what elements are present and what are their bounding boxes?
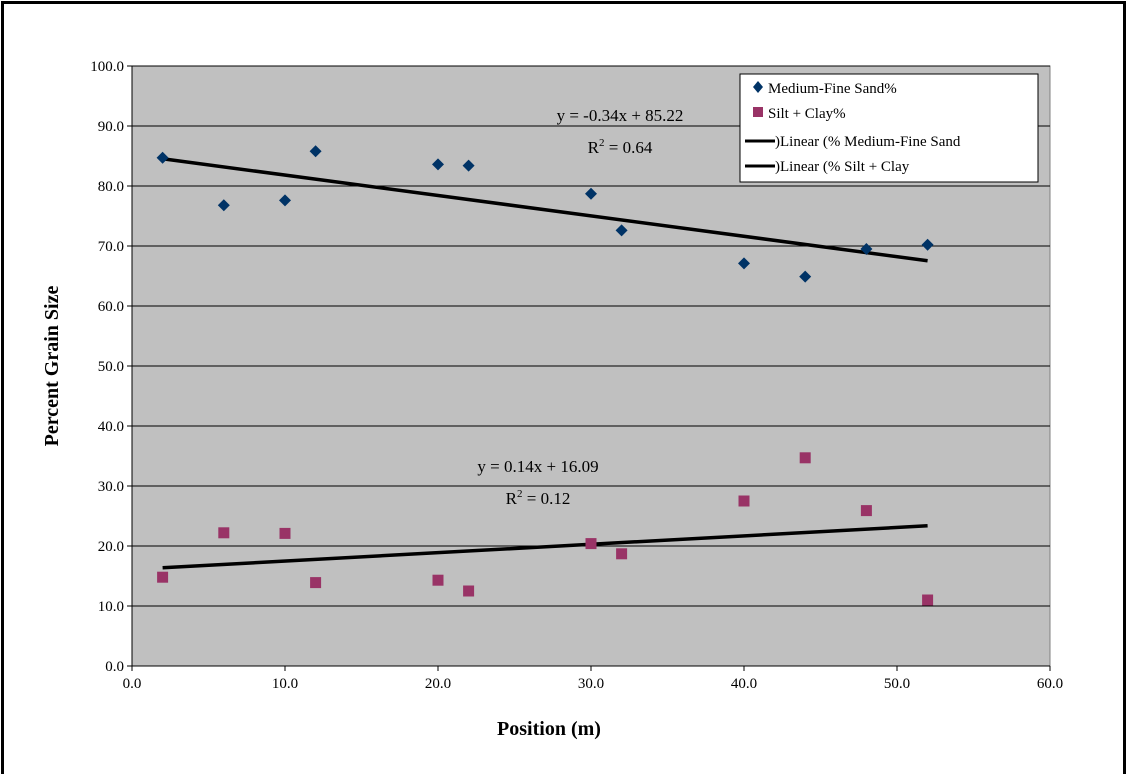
y-tick-label: 40.0 xyxy=(98,419,124,435)
y-tick-label: 50.0 xyxy=(98,359,124,375)
legend-square-marker xyxy=(753,107,763,117)
y-tick-label: 60.0 xyxy=(98,299,124,315)
sand-data-point xyxy=(156,151,169,164)
x-axis-label: Position (m) xyxy=(497,718,601,740)
silt-data-point xyxy=(157,571,169,583)
x-tick-label: 50.0 xyxy=(884,676,910,692)
legend: Medium-Fine Sand% Silt + Clay% )Linear (… xyxy=(739,73,1039,183)
legend-label-silt: Silt + Clay% xyxy=(768,106,846,122)
y-axis-label: Percent Grain Size xyxy=(41,286,63,447)
x-tick-label: 30.0 xyxy=(578,676,604,692)
legend-label-sand-trend: )Linear (% Medium-Fine Sand xyxy=(775,134,961,150)
x-tick-label: 60.0 xyxy=(1037,676,1063,692)
y-tick-label: 100.0 xyxy=(90,59,124,75)
y-tick-label: 70.0 xyxy=(98,239,124,255)
y-axis-ticks: 0.0 10.0 20.0 30.0 40.0 50.0 60.0 70.0 80.0 90.0 1… xyxy=(90,59,132,675)
silt-data-point xyxy=(279,527,291,539)
silt-data-point xyxy=(432,574,444,586)
sand-data-point xyxy=(615,224,628,237)
legend-box xyxy=(739,73,1039,183)
x-tick-label: 0.0 xyxy=(123,676,142,692)
y-tick-label: 20.0 xyxy=(98,539,124,555)
legend-diamond-marker xyxy=(753,81,763,93)
sand-data-point xyxy=(860,243,873,255)
y-tick-label: 0.0 xyxy=(105,659,124,675)
sand-trend-r2: R2 = 0.64 xyxy=(588,137,653,157)
legend-label-sand: Medium-Fine Sand% xyxy=(768,81,897,97)
silt-data-point xyxy=(860,505,872,517)
sand-data-point xyxy=(309,145,322,158)
sand-data-point xyxy=(738,257,750,270)
sand-data-point xyxy=(217,199,230,212)
sand-data-point xyxy=(921,238,934,251)
data-points xyxy=(156,145,934,606)
sand-data-point xyxy=(279,194,291,207)
silt-data-point xyxy=(463,585,475,597)
legend-label-silt-trend: )Linear (% Silt + Clay xyxy=(775,159,910,175)
y-tick-label: 30.0 xyxy=(98,479,124,495)
silt-data-point xyxy=(738,495,750,507)
x-tick-label: 10.0 xyxy=(272,676,298,692)
silt-data-point xyxy=(310,577,322,589)
sand-data-point xyxy=(462,159,475,172)
trendline-silt xyxy=(162,524,928,570)
silt-data-point xyxy=(585,538,597,550)
silt-trend-r2: R2 = 0.12 xyxy=(506,488,571,508)
y-tick-label: 90.0 xyxy=(98,119,124,135)
trendlines xyxy=(162,157,928,570)
silt-data-point xyxy=(799,452,811,464)
silt-data-point xyxy=(922,594,934,606)
x-axis-ticks: 0.0 10.0 20.0 30.0 40.0 50.0 60.0 xyxy=(123,666,1063,692)
trendline-sand xyxy=(162,157,928,263)
y-tick-label: 10.0 xyxy=(98,599,124,615)
sand-data-point xyxy=(585,187,597,200)
x-tick-label: 40.0 xyxy=(731,676,757,692)
sand-data-point xyxy=(799,270,812,283)
silt-trend-equation: y = 0.14x + 16.09 xyxy=(477,457,598,476)
silt-data-point xyxy=(218,527,230,539)
x-tick-label: 20.0 xyxy=(425,676,451,692)
sand-data-point xyxy=(432,158,444,171)
sand-trend-equation: y = -0.34x + 85.22 xyxy=(557,106,684,125)
y-tick-label: 80.0 xyxy=(98,179,124,195)
silt-data-point xyxy=(616,548,628,560)
